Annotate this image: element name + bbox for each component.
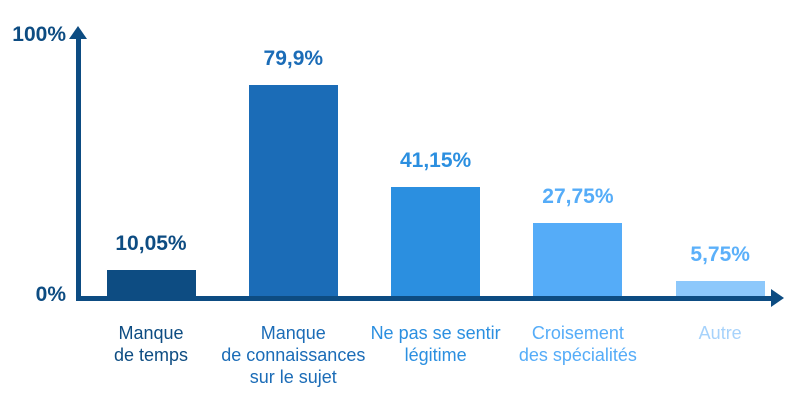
x-axis-arrow-icon [771,289,784,307]
bar-category-label: Manque de temps [113,323,189,365]
bar-3 [391,187,481,296]
bar-category-label: Ne pas se sentir légitime [370,323,501,365]
y-axis-line [76,36,81,301]
bar-category-label: Croisement des spécialités [518,323,637,365]
bar-value-label: 41,15% [399,149,472,173]
bar-category-label: Autre [698,323,742,343]
y-axis-label-0: 0% [35,283,66,306]
bar-4 [533,222,623,296]
bar-value-label: 5,75% [690,242,750,266]
bar-value-label: 27,75% [542,184,614,208]
bar-1 [106,269,196,296]
x-axis-line [76,296,773,301]
bar-2 [248,85,338,296]
bar-category-label: Manque de connaissances sur le sujet [221,323,366,387]
y-axis-arrow-icon [69,26,87,39]
bar-value-label: 79,9% [263,47,324,71]
bar-value-label: 10,05% [115,231,187,255]
bar-5 [675,280,765,296]
y-axis-label-100: 100% [12,23,66,46]
